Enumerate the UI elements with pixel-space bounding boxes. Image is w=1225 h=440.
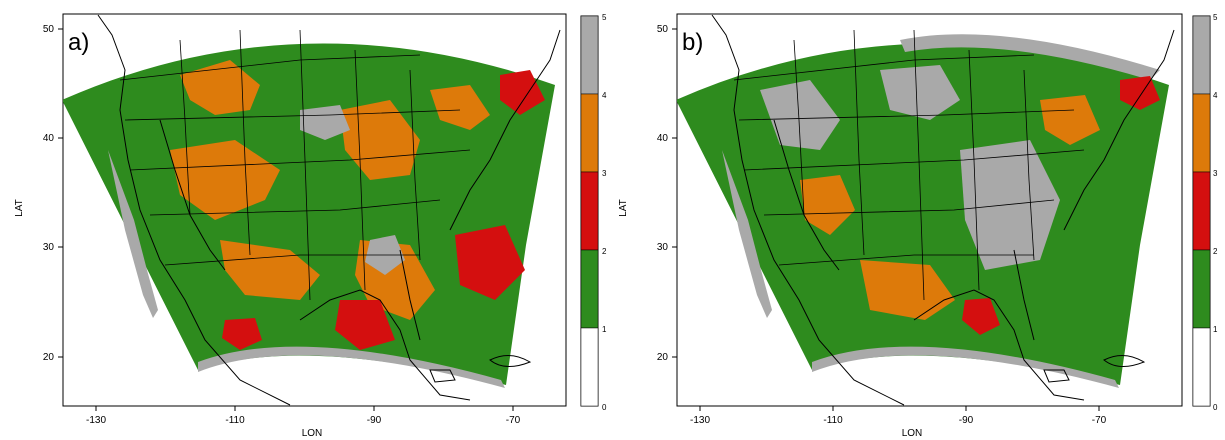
gray-south-edge-b [812,346,1119,388]
red-patch-south-a [335,300,395,350]
orange-patch-west-b [800,175,855,235]
gray-south-edge-a [198,346,505,388]
colorbar-label-b-2: 2 [1213,247,1218,256]
panel-label-b: b) [682,29,703,56]
orange-patch-south-b [860,260,955,320]
state-borders-a [119,29,471,301]
x-tick-label-b-0: -130 [690,415,710,426]
colorbar-swatch-b-3 [1192,93,1211,173]
y-tick-label-b-1: 30 [657,242,669,253]
x-axis-title-a: LON [302,428,323,439]
colorbar-label-a-3: 3 [602,169,607,178]
x-tick-label-b-1: -110 [823,415,843,426]
colorbar-label-b-1: 1 [1213,325,1218,334]
gray-patch-southeast-b [960,140,1060,270]
map-area-b [677,14,1175,406]
red-patch-gulf-a [455,225,525,300]
colorbar-swatch-a-4 [580,15,599,95]
gray-patch-north-b [880,65,960,120]
colorbar-label-a-4: 4 [602,91,607,100]
x-tick-label-a-2: -90 [367,415,382,426]
x-axis-a: -130 -110 -90 -70 LON [86,406,521,439]
x-axis-title-b: LON [902,428,923,439]
map-area-a [63,14,561,406]
orange-patch-ne-a [430,85,490,130]
y-tick-label-a-2: 40 [43,133,55,144]
x-tick-label-b-2: -90 [959,415,974,426]
colorbar-label-a-5: 5 [602,13,607,22]
colorbar-b: 0 1 2 3 4 5 [1192,13,1218,412]
y-tick-label-a-0: 20 [43,352,55,363]
x-tick-label-a-3: -70 [506,415,521,426]
x-tick-label-a-0: -130 [86,415,106,426]
orange-patch-west-a [170,140,280,220]
colorbar-label-a-0: 0 [602,403,607,412]
x-tick-label-a-1: -110 [225,415,245,426]
colorbar-swatch-b-0 [1192,327,1211,407]
y-tick-label-a-3: 50 [43,24,55,35]
gray-coast-b [722,150,772,318]
colorbar-swatch-a-1 [580,249,599,329]
y-axis-title-b: LAT [618,199,629,217]
y-tick-label-b-3: 50 [657,24,669,35]
gray-patch-west-b [760,80,840,150]
gray-north-edge-b [900,34,1160,80]
panel-label-a: a) [68,29,89,56]
region-class-1-a [63,43,555,385]
red-patch-ne-a [500,70,545,115]
y-axis-title-a: LAT [14,199,25,217]
colorbar-swatch-b-2 [1192,171,1211,251]
gray-patch-1-a [300,105,350,140]
colorbar-label-a-2: 2 [602,247,607,256]
colorbar-swatch-b-4 [1192,15,1211,95]
state-borders-b [733,29,1085,301]
y-axis-b: 20 30 40 50 LAT [618,24,677,363]
y-tick-label-a-1: 30 [43,242,55,253]
red-patch-ne-b [1120,76,1160,110]
coastlines-a [97,14,561,406]
colorbar-swatch-a-3 [580,93,599,173]
orange-patch-north-a [180,60,260,115]
colorbar-swatch-a-0 [580,327,599,407]
x-tick-label-b-3: -70 [1092,415,1107,426]
y-tick-label-b-2: 40 [657,133,669,144]
panel-a: -130 -110 -90 -70 LON 20 30 40 50 LAT a) [14,13,607,439]
panel-b: -130 -110 -90 -70 LON 20 30 40 50 LAT b) [618,13,1218,439]
colorbar-label-b-5: 5 [1213,13,1218,22]
y-tick-label-b-0: 20 [657,352,669,363]
colorbar-a: 0 1 2 3 4 5 [580,13,607,412]
colorbar-swatch-b-1 [1192,249,1211,329]
colorbar-label-b-3: 3 [1213,169,1218,178]
colorbar-label-b-4: 4 [1213,91,1218,100]
colorbar-swatch-a-2 [580,171,599,251]
red-patch-south-b [962,298,1000,335]
gray-coast-a [108,150,158,318]
x-axis-b: -130 -110 -90 -70 LON [690,406,1107,439]
red-patch-mexico-a [222,318,262,350]
orange-patch-ne-b [1040,95,1100,145]
y-axis-a: 20 30 40 50 LAT [14,24,63,363]
colorbar-label-a-1: 1 [602,325,607,334]
colorbar-label-b-0: 0 [1213,403,1218,412]
